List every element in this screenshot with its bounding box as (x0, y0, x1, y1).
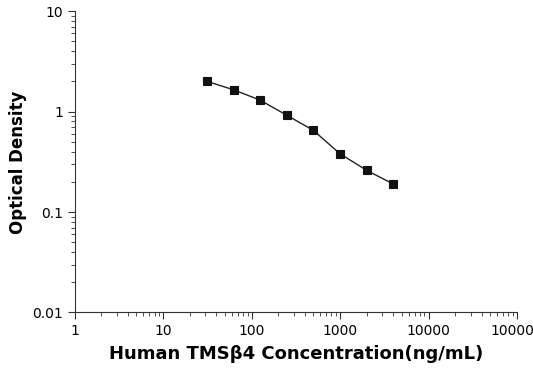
Y-axis label: Optical Density: Optical Density (9, 90, 27, 234)
X-axis label: Human TMSβ4 Concentration(ng/mL): Human TMSβ4 Concentration(ng/mL) (109, 345, 483, 363)
